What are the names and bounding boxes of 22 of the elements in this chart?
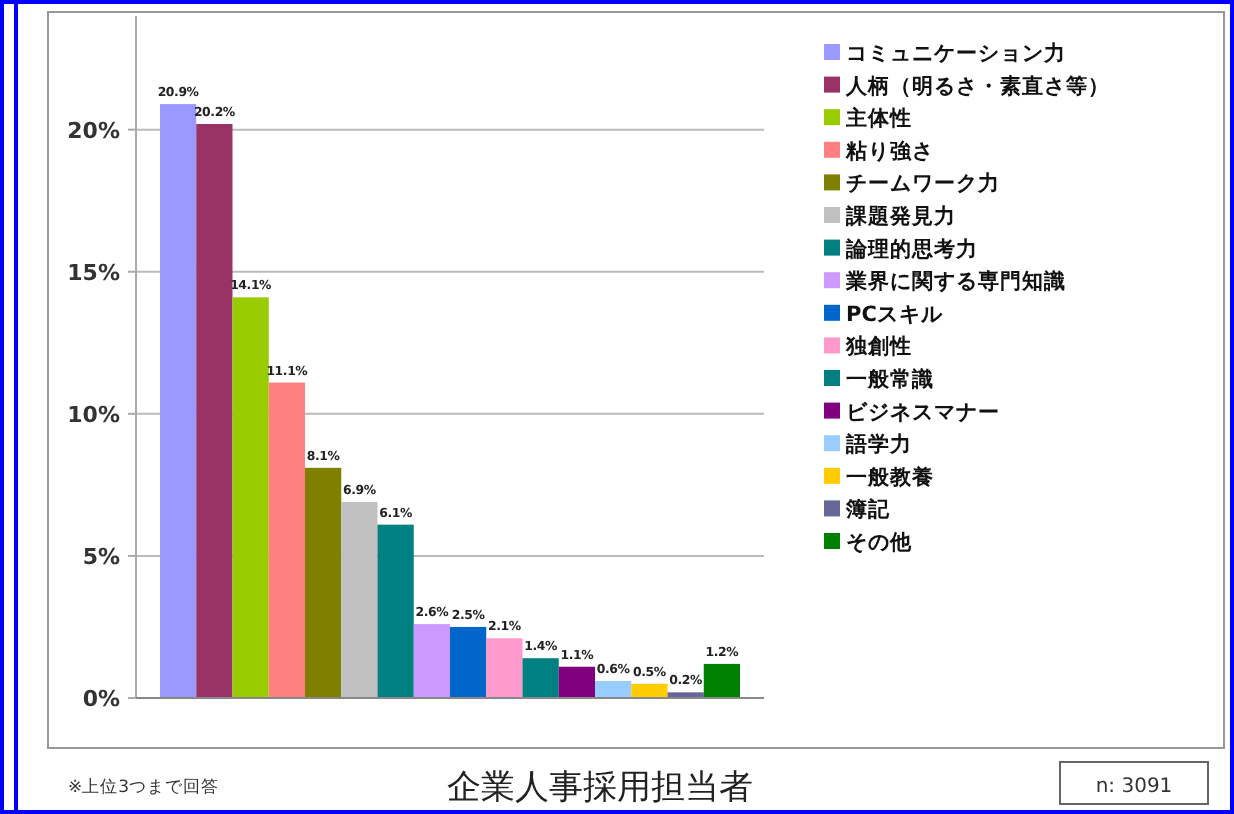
text: 企業人事採用担当者 (447, 768, 753, 808)
y-tick-label: 20% (67, 117, 120, 144)
legend-label: PCスキル (846, 302, 945, 327)
legend-label: チームワーク力 (846, 170, 1000, 197)
y-tick-label: 5% (82, 543, 120, 570)
y-tick-label: 15% (67, 259, 120, 286)
text: n: 3091 (1095, 776, 1173, 798)
legend-label: 簿記 (844, 496, 892, 523)
legend-label: 粘り強さ (844, 137, 934, 164)
legend-label: コミュニケーション力 (846, 40, 1066, 66)
legend-label: 課題発見力 (844, 203, 956, 229)
legend-label: 主体性 (844, 105, 912, 132)
y-tick-label: 10% (67, 401, 120, 428)
y-tick-label: 0% (82, 686, 120, 712)
text: ※上位3つまで回答 (68, 776, 220, 798)
legend-label: 語学力 (844, 431, 912, 458)
legend-label: 論理的思考力 (844, 235, 978, 262)
legend-label: 一般常識 (846, 366, 934, 392)
legend-label: 一般教養 (846, 463, 934, 490)
legend-label: その他 (846, 529, 914, 555)
legend-label: 独創性 (844, 333, 912, 360)
legend-label: ビジネスマナー (846, 398, 1000, 425)
